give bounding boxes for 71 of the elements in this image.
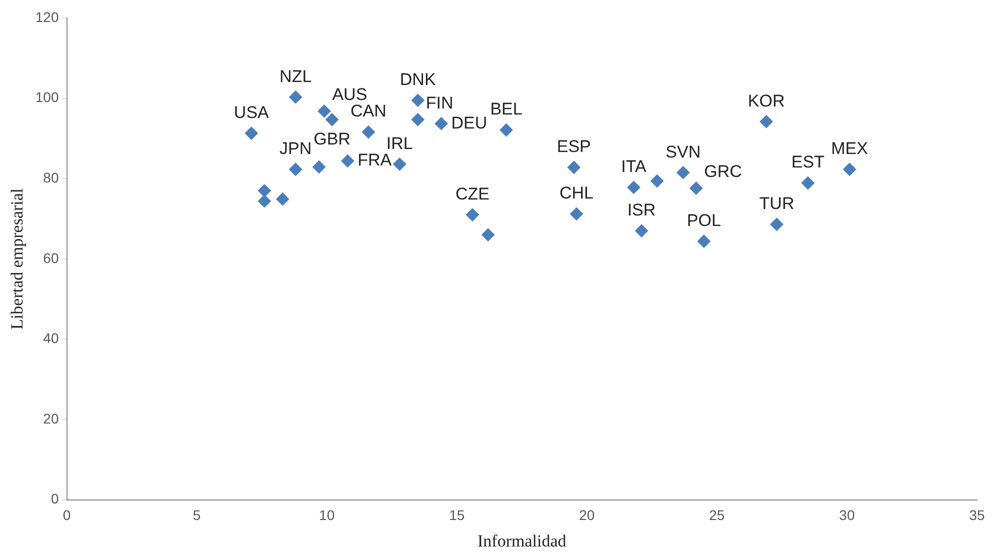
y-axis-title: Libertad empresarial bbox=[8, 188, 27, 330]
annotation: CHL bbox=[559, 184, 594, 203]
point bbox=[258, 194, 271, 208]
point bbox=[289, 162, 302, 176]
y-tick-label: 120 bbox=[35, 8, 59, 25]
point bbox=[244, 126, 258, 140]
annotation: ISR bbox=[627, 200, 656, 220]
annotation: POL bbox=[686, 210, 721, 230]
annotation: CZE bbox=[455, 184, 490, 204]
annotation: SVN bbox=[666, 142, 701, 162]
x-tick-label: 0 bbox=[62, 507, 71, 524]
y-tick-label: 100 bbox=[35, 89, 59, 106]
annotation: CAN bbox=[350, 102, 386, 121]
point bbox=[770, 218, 784, 231]
annotation: ESP bbox=[556, 137, 591, 156]
point bbox=[843, 162, 856, 176]
x-tick-label: 30 bbox=[839, 507, 855, 524]
annotation: TUR bbox=[759, 194, 794, 214]
point bbox=[289, 90, 302, 104]
point bbox=[318, 104, 331, 118]
point bbox=[801, 176, 814, 190]
annotation: JPN bbox=[280, 139, 312, 158]
point bbox=[760, 115, 773, 128]
point bbox=[411, 94, 424, 107]
point bbox=[411, 113, 424, 126]
annotation: EST bbox=[791, 152, 824, 172]
point bbox=[567, 160, 580, 174]
point bbox=[500, 124, 513, 137]
annotation: FRA bbox=[358, 150, 392, 170]
point bbox=[676, 166, 690, 180]
point bbox=[635, 224, 648, 238]
x-axis-title: Informalidad bbox=[478, 531, 567, 550]
point bbox=[570, 207, 583, 220]
point bbox=[434, 117, 448, 130]
point bbox=[650, 174, 664, 188]
point bbox=[627, 180, 640, 194]
annotation: FIN bbox=[426, 93, 454, 112]
annotation: NZL bbox=[280, 66, 312, 86]
annotation: USA bbox=[234, 102, 270, 122]
point bbox=[326, 113, 339, 126]
annotation: AUS bbox=[332, 84, 368, 104]
point bbox=[690, 182, 703, 195]
annotation: IRL bbox=[386, 134, 413, 153]
point bbox=[482, 228, 495, 242]
x-tick-label: 5 bbox=[192, 507, 201, 524]
annotation: GBR bbox=[314, 129, 350, 148]
point bbox=[697, 234, 710, 248]
annotation: GRC bbox=[704, 162, 742, 181]
x-tick-label: 35 bbox=[969, 507, 985, 524]
annotation: DNK bbox=[400, 70, 436, 89]
y-tick-label: 80 bbox=[43, 169, 59, 186]
x-tick-label: 10 bbox=[319, 507, 335, 524]
annotation: KOR bbox=[748, 91, 785, 110]
point bbox=[393, 158, 406, 171]
point bbox=[341, 154, 354, 168]
point bbox=[276, 192, 290, 206]
point bbox=[466, 208, 479, 222]
annotation: BEL bbox=[490, 100, 522, 119]
y-tick-label: 0 bbox=[50, 490, 59, 507]
x-tick-label: 20 bbox=[579, 507, 595, 524]
y-tick-label: 60 bbox=[43, 250, 59, 266]
point bbox=[362, 126, 375, 139]
y-tick-label: 40 bbox=[43, 330, 59, 346]
x-tick-label: 25 bbox=[709, 507, 725, 524]
point bbox=[312, 160, 326, 174]
point bbox=[258, 184, 271, 198]
y-tick-label: 20 bbox=[43, 410, 59, 426]
x-tick-label: 15 bbox=[449, 507, 465, 524]
annotation: MEX bbox=[831, 139, 868, 158]
annotation: ITA bbox=[621, 157, 647, 176]
annotation: DEU bbox=[451, 113, 488, 132]
